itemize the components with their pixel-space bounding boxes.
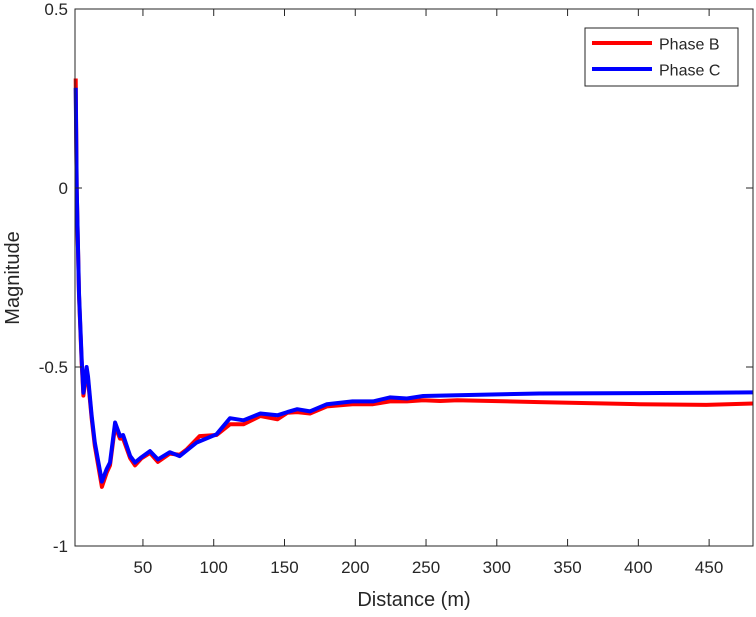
x-axis-label: Distance (m) — [357, 589, 470, 611]
x-tick-label: 450 — [695, 558, 723, 577]
ticks-layer: 50 100 150 200 250 300 350 400 450 0.5 0 -0.5 -1 — [39, 0, 753, 577]
legend-label-phase-c: Phase C — [659, 63, 720, 80]
x-tick-label: 250 — [412, 558, 440, 577]
legend-label-phase-b: Phase B — [659, 37, 719, 54]
legend-box — [584, 27, 739, 87]
y-tick-label: 0.5 — [44, 0, 68, 19]
x-tick-label: 50 — [133, 558, 152, 577]
series-line-phase-c — [73, 87, 754, 484]
x-tick-label: 300 — [483, 558, 511, 577]
x-tick-label: 200 — [341, 558, 369, 577]
x-tick-label: 150 — [270, 558, 298, 577]
y-tick-label: 0 — [59, 179, 68, 198]
legend: Phase B Phase C — [584, 27, 739, 87]
x-tick-label: 400 — [624, 558, 652, 577]
series-line-phase-b — [73, 78, 754, 489]
y-axis-label: Magnitude — [2, 231, 24, 324]
y-tick-label: -0.5 — [39, 358, 68, 377]
axes-box — [74, 8, 754, 547]
x-tick-label: 100 — [200, 558, 228, 577]
x-tick-label: 350 — [553, 558, 581, 577]
series-layer — [73, 78, 754, 489]
y-tick-label: -1 — [53, 537, 68, 556]
